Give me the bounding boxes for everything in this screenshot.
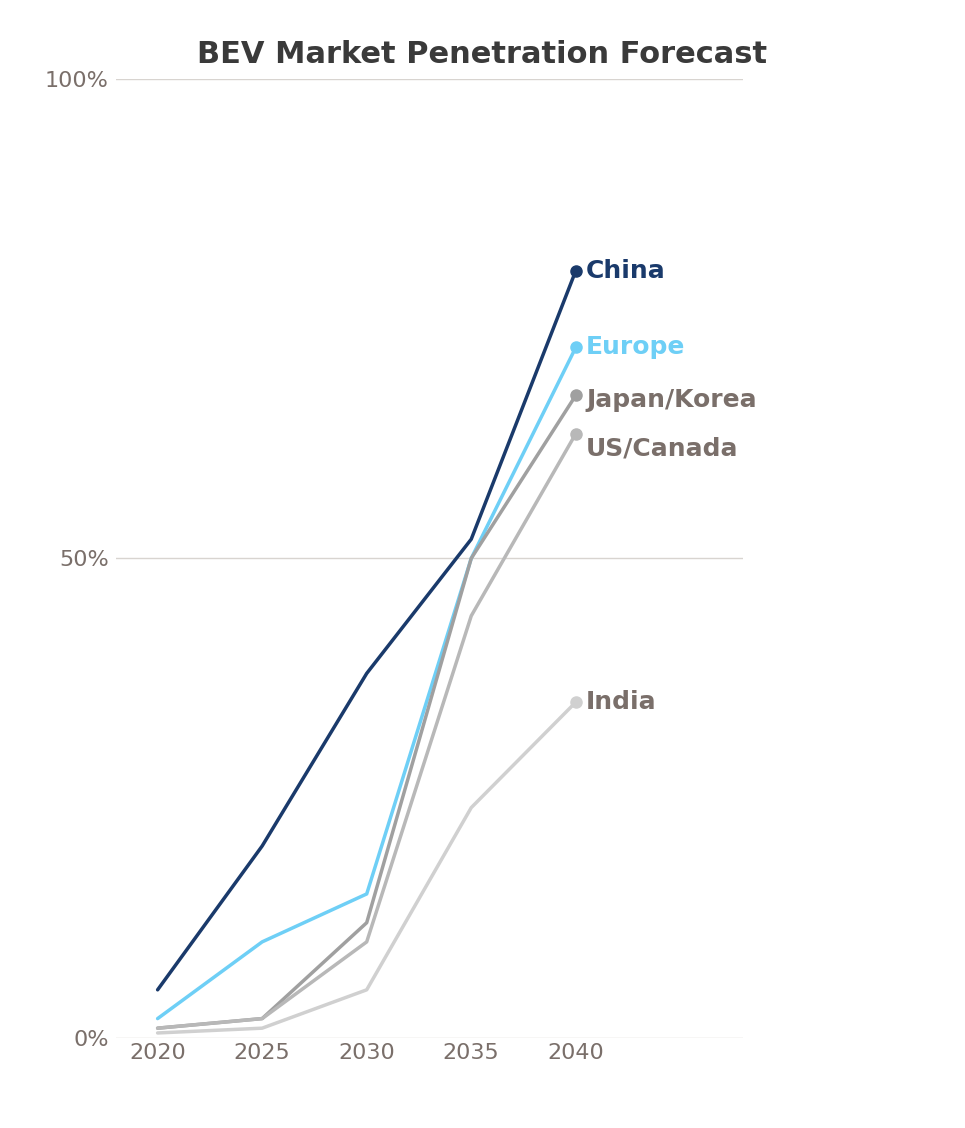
Text: US/Canada: US/Canada [587, 437, 739, 460]
Text: Europe: Europe [587, 335, 685, 360]
Text: India: India [587, 690, 657, 714]
Text: BEV Market Penetration Forecast: BEV Market Penetration Forecast [198, 41, 767, 70]
Text: China: China [587, 258, 666, 283]
Text: Japan/Korea: Japan/Korea [587, 388, 757, 412]
